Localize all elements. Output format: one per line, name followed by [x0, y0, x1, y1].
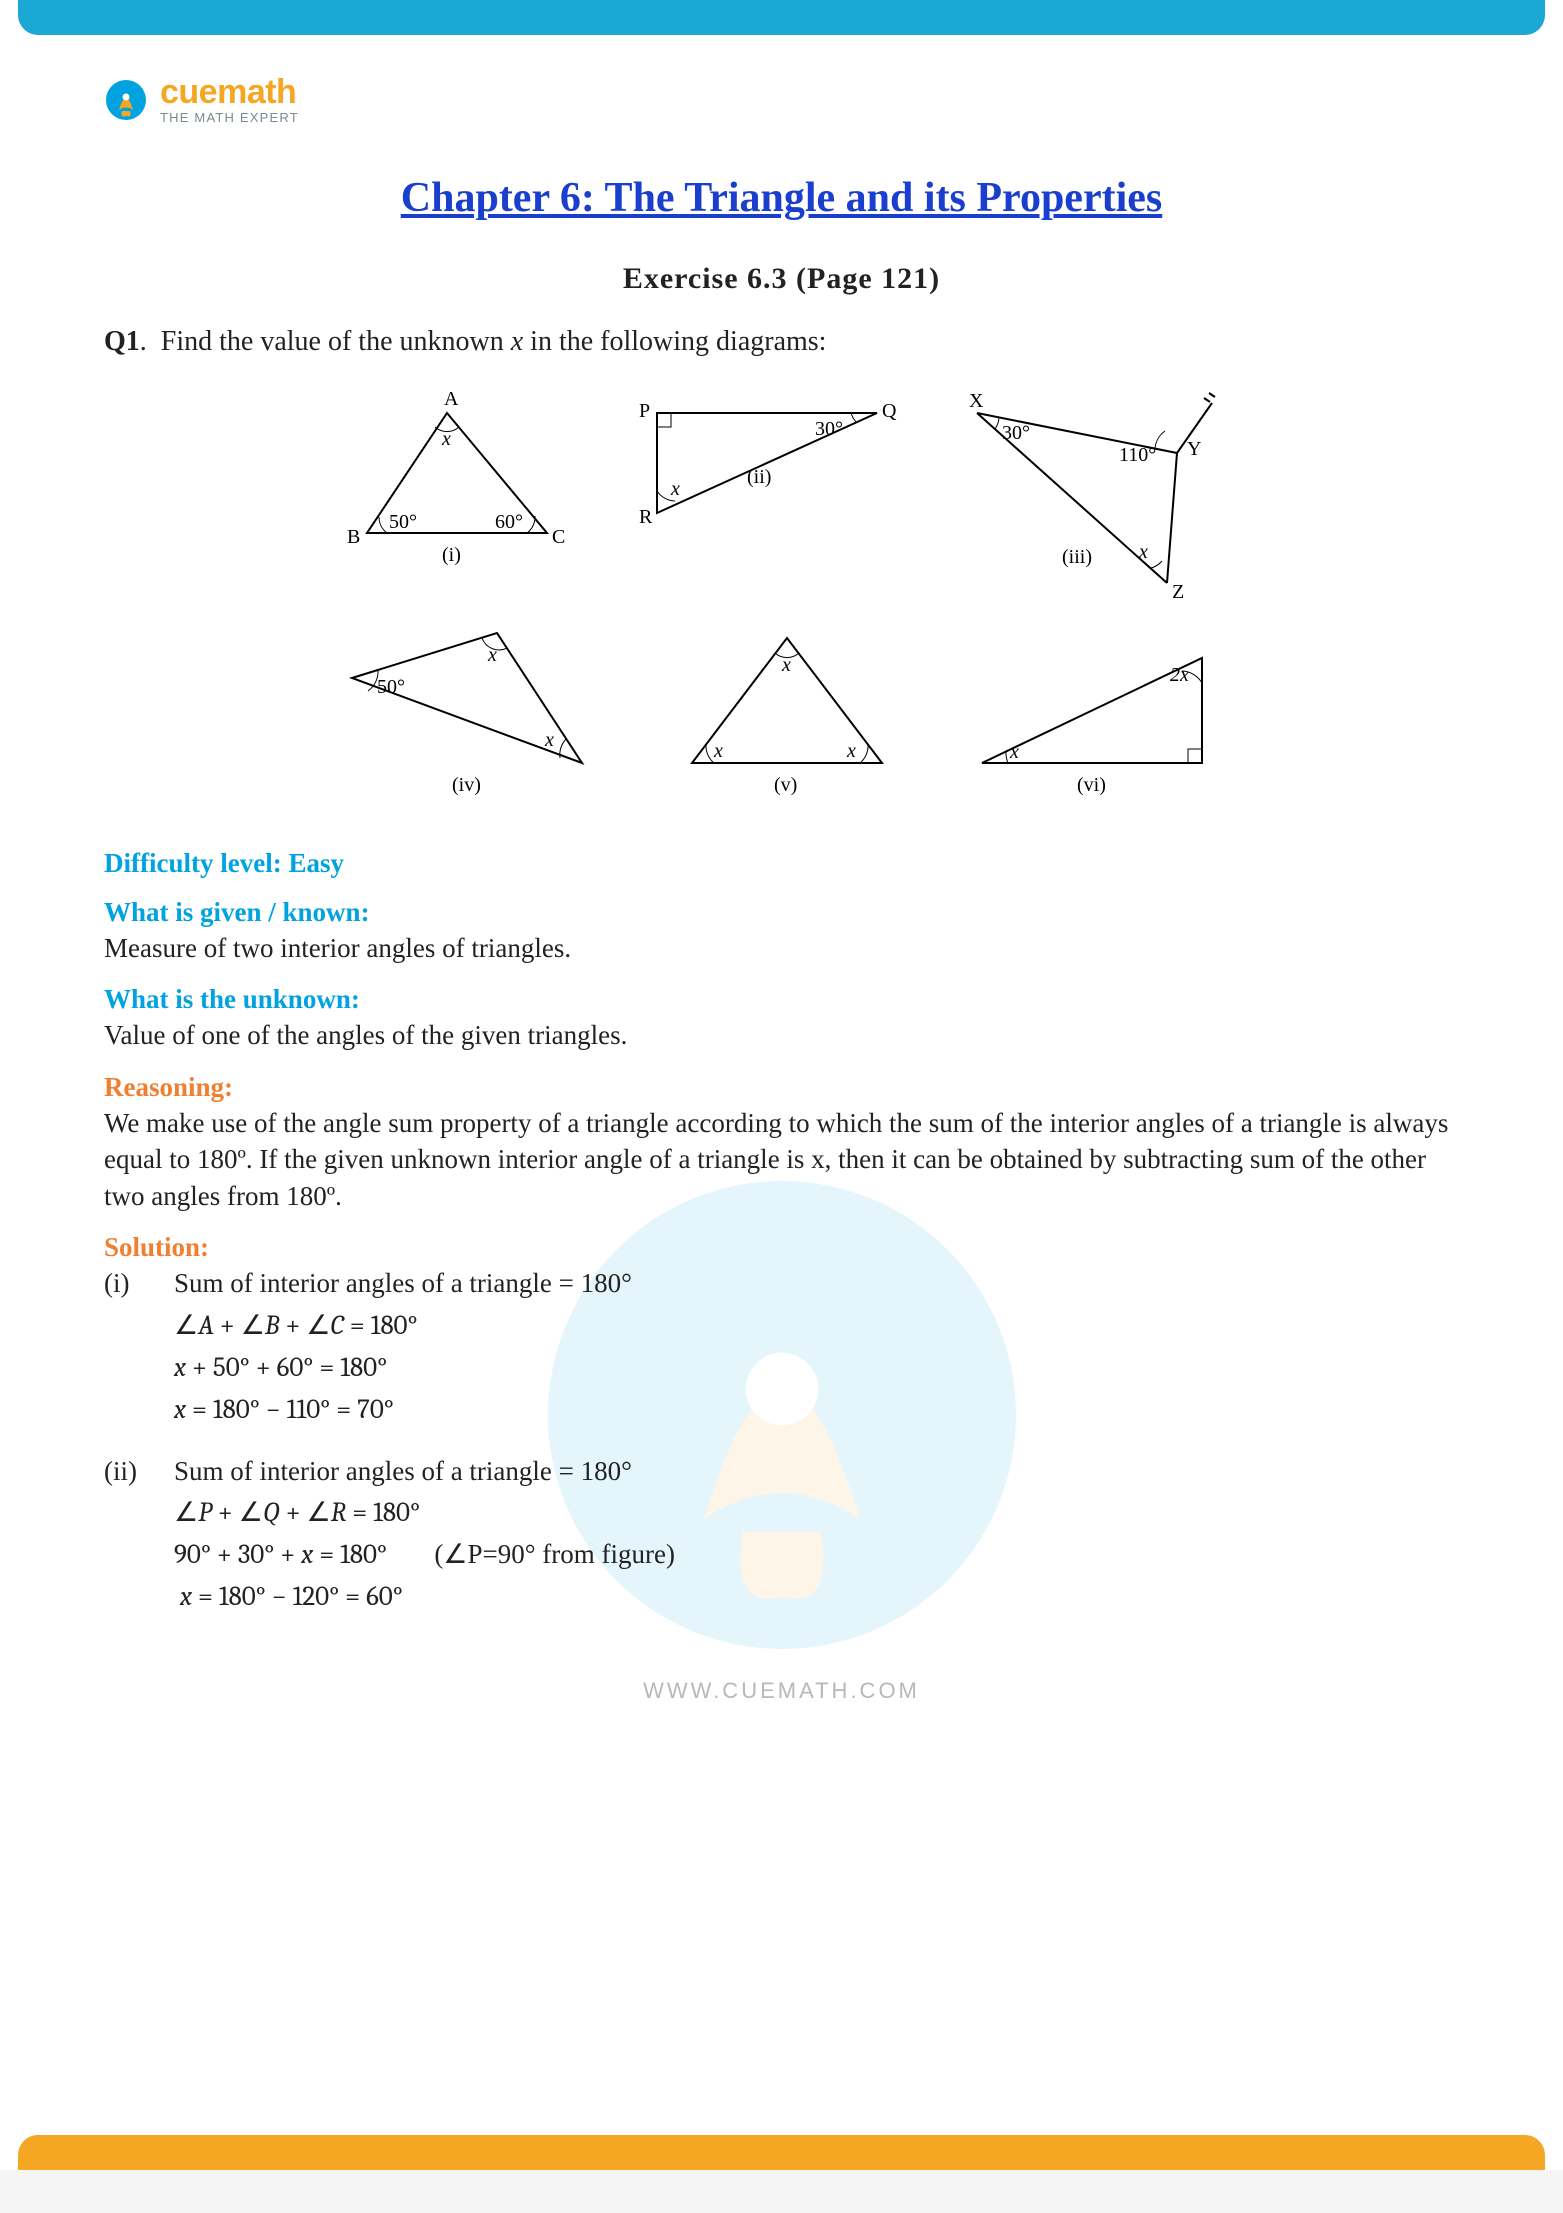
svg-text:x: x — [670, 478, 680, 500]
bottom-accent-bar — [18, 2135, 1545, 2170]
question-text: Q1. Find the value of the unknown x in t… — [104, 326, 1459, 358]
svg-text:x: x — [1138, 541, 1148, 563]
svg-text:(iii): (iii) — [1062, 546, 1092, 568]
svg-text:Y: Y — [1187, 438, 1201, 460]
svg-text:x: x — [441, 428, 451, 450]
svg-text:Z: Z — [1172, 581, 1184, 603]
svg-text:B: B — [347, 526, 360, 548]
footer-url: WWW.CUEMATH.COM — [104, 1678, 1459, 1704]
svg-text:(iv): (iv) — [452, 774, 481, 796]
diagram-vi: 2x x (vi) — [952, 613, 1232, 803]
svg-text:30°: 30° — [815, 418, 843, 440]
svg-text:x: x — [713, 740, 723, 762]
svg-text:2x: 2x — [1170, 664, 1189, 686]
svg-text:X: X — [969, 390, 984, 412]
svg-text:(v): (v) — [774, 774, 797, 796]
diagram-ii: P Q R 30° x (ii) — [627, 383, 907, 553]
svg-text:A: A — [444, 388, 459, 410]
svg-text:x: x — [781, 654, 791, 676]
svg-text:x: x — [1009, 741, 1019, 763]
svg-text:C: C — [552, 526, 565, 548]
exercise-title: Exercise 6.3 (Page 121) — [104, 262, 1459, 296]
page-frame: cuemath THE MATH EXPERT Chapter 6: The T… — [0, 0, 1563, 2170]
solution-body: (i) Sum of interior angles of a triangle… — [104, 1263, 1459, 1618]
brand-name: cuemath — [160, 75, 299, 109]
svg-text:P: P — [639, 400, 650, 422]
unknown-text: Value of one of the angles of the given … — [104, 1017, 1459, 1053]
svg-text:R: R — [639, 506, 653, 528]
reasoning-text: We make use of the angle sum property of… — [104, 1105, 1459, 1214]
svg-text:x: x — [846, 740, 856, 762]
chapter-title: Chapter 6: The Triangle and its Properti… — [104, 174, 1459, 222]
svg-text:30°: 30° — [1002, 422, 1030, 444]
top-accent-bar — [18, 0, 1545, 35]
solution-label: Solution: — [104, 1232, 1459, 1263]
svg-text:(i): (i) — [442, 544, 461, 566]
svg-text:Q: Q — [882, 400, 897, 422]
solution-part-i: (i) Sum of interior angles of a triangle… — [104, 1263, 1459, 1430]
question-label: Q1 — [104, 326, 140, 357]
svg-text:110°: 110° — [1119, 444, 1156, 466]
svg-text:60°: 60° — [495, 511, 523, 533]
svg-text:50°: 50° — [377, 676, 405, 698]
page-content: cuemath THE MATH EXPERT Chapter 6: The T… — [24, 35, 1539, 2135]
known-label: What is given / known: — [104, 897, 1459, 928]
brand-tagline: THE MATH EXPERT — [160, 111, 299, 124]
known-text: Measure of two interior angles of triang… — [104, 930, 1459, 966]
diagram-v: x x x (v) — [662, 613, 912, 803]
svg-text:x: x — [544, 729, 554, 751]
svg-text:x: x — [487, 644, 497, 666]
solution-part-ii: (ii) Sum of interior angles of a triangl… — [104, 1451, 1459, 1618]
reasoning-label: Reasoning: — [104, 1072, 1459, 1103]
svg-text:(ii): (ii) — [747, 466, 771, 488]
unknown-label: What is the unknown: — [104, 984, 1459, 1015]
difficulty-label: Difficulty level: Easy — [104, 848, 1459, 879]
brand-logo: cuemath THE MATH EXPERT — [104, 75, 1459, 124]
diagram-iii: X Y Z 30° 110° x (iii) — [947, 383, 1237, 613]
svg-text:(vi): (vi) — [1077, 774, 1106, 796]
diagram-iv: x 50° x (iv) — [332, 613, 622, 803]
rocket-icon — [104, 78, 148, 122]
diagram-i: A B C x 50° 60° (i) — [327, 383, 587, 583]
svg-text:50°: 50° — [389, 511, 417, 533]
diagram-grid: A B C x 50° 60° (i) P Q R 30° — [104, 383, 1459, 803]
